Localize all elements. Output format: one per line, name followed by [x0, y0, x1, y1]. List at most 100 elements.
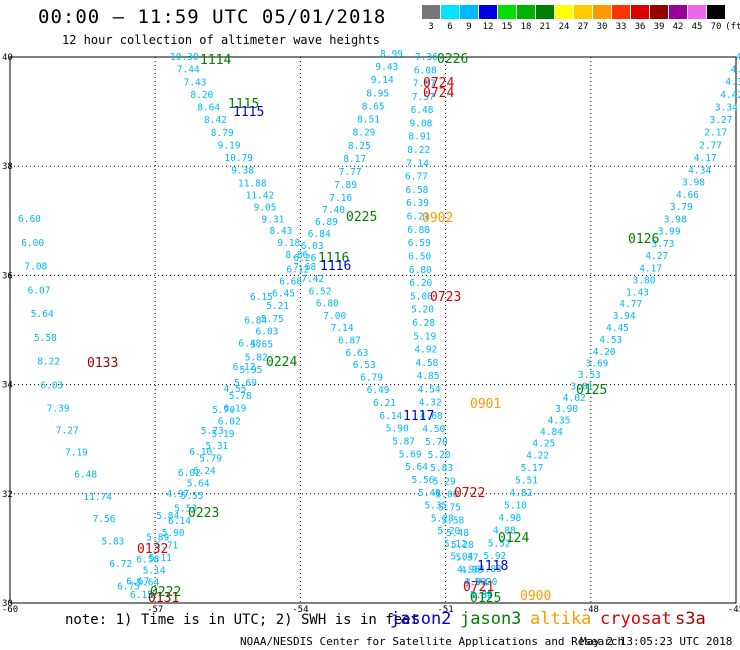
swh-value: 4.17 [694, 153, 717, 164]
swh-value: 4.02 [563, 393, 586, 404]
swh-value: 6.84 [244, 315, 267, 326]
colorbar-label: 42 [672, 22, 684, 32]
swh-value: 4.32 [419, 398, 442, 409]
colorbar-swatch [574, 5, 592, 19]
swh-value: 11.74 [83, 492, 112, 503]
pass-0133: 0133 [87, 356, 118, 371]
swh-value: 7.19 [65, 448, 88, 459]
lon-tick-label: -60 [2, 605, 18, 615]
map-subtitle: 12 hour collection of altimeter wave hei… [62, 33, 380, 47]
colorbar-label: 18 [520, 22, 532, 32]
swh-value: 6.03 [256, 327, 279, 338]
swh-value: 7.77 [339, 167, 362, 178]
pass-0722: 0722 [454, 486, 485, 501]
swh-value: 5.19 [212, 429, 235, 440]
pass-1118: 1118 [477, 559, 508, 574]
swh-value: 5.82 [245, 352, 268, 363]
swh-value: 6.20 [409, 278, 432, 289]
swh-value: 7.56 [93, 514, 116, 525]
swh-value: 4.97 [167, 489, 190, 500]
swh-value: 6.15 [250, 292, 273, 303]
swh-value: 5.51 [515, 476, 538, 487]
swh-value: 3.79 [670, 202, 693, 213]
swh-value: 4.50 [422, 424, 445, 435]
swh-value: 2.77 [699, 140, 722, 151]
swh-value: 6.72 [109, 559, 132, 570]
swh-value: 7.27 [56, 425, 79, 436]
swh-value: 5.75 [261, 314, 284, 325]
colorbar-label: 36 [634, 22, 646, 32]
swh-value: 4.98 [498, 513, 521, 524]
pass-0132: 0132 [137, 542, 168, 557]
pass-0225: 0225 [346, 210, 377, 225]
colorbar-label: 9 [466, 22, 472, 32]
swh-value: 5.20 [475, 577, 498, 588]
swh-value: 4.44 [731, 65, 740, 76]
swh-value: 4.77 [619, 299, 642, 310]
swh-value: 5.12 [444, 539, 467, 550]
lat-tick-label: 38 [2, 162, 13, 172]
swh-value: 8.22 [407, 145, 430, 156]
colorbar-label: 30 [596, 22, 608, 32]
swh-value: 8.43 [270, 226, 293, 237]
swh-value: 6.63 [346, 348, 369, 359]
colorbar-swatch [650, 5, 668, 19]
swh-value: 5.10 [504, 501, 527, 512]
swh-value: 4.54 [418, 384, 441, 395]
swh-value: 4.34 [725, 77, 740, 88]
pass-0124: 0124 [498, 531, 529, 546]
swh-value: 6.21 [407, 212, 430, 223]
lat-tick-label: 36 [2, 271, 13, 281]
swh-value: 6.45 [272, 289, 295, 300]
swh-value: 8.20 [190, 90, 213, 101]
swh-value: 5.78 [229, 391, 252, 402]
swh-value: 5.11 [149, 553, 172, 564]
swh-value: 6.80 [409, 265, 432, 276]
swh-value: 7.14 [331, 323, 354, 334]
pass-1117: 1117 [403, 409, 434, 424]
swh-value: 5.21 [266, 301, 289, 312]
colorbar-swatch [593, 5, 611, 19]
swh-value: 5.54 [470, 590, 493, 601]
swh-value: 4.58 [416, 358, 439, 369]
swh-value: 5.79 [199, 454, 222, 465]
swh-value: 5.90 [386, 424, 409, 435]
swh-value: 5.89 [146, 533, 169, 544]
swh-value: 4.98 [460, 565, 483, 576]
lon-tick-label: -45 [728, 605, 740, 615]
swh-value: 6.00 [21, 238, 44, 249]
swh-value: 3.90 [555, 404, 578, 415]
colorbar-swatch [460, 5, 478, 19]
swh-value: 4.53 [599, 335, 622, 346]
swh-value: 3.53 [578, 370, 601, 381]
legend-jason2: jason2 [390, 609, 452, 629]
swh-value: 4.42 [720, 90, 740, 101]
swh-value: 6.12 [286, 265, 309, 276]
pass-0900: 0900 [520, 589, 551, 604]
colorbar-label: 24 [558, 22, 570, 32]
pass-0222: 0222 [150, 585, 181, 600]
swh-value: 5.69 [399, 449, 422, 460]
swh-value: 4.85 [470, 590, 493, 601]
swh-value: 5.06 [436, 489, 459, 500]
pass-0721: 0721 [463, 580, 494, 595]
swh-value: 5.70 [425, 437, 448, 448]
swh-value: 6.77 [405, 172, 428, 183]
swh-value: 6.48 [74, 470, 97, 481]
swh-value: 7.57 [412, 92, 435, 103]
swh-value: 9.19 [218, 140, 241, 151]
swh-value: 6.48 [238, 339, 261, 350]
swh-value: 9.05 [254, 202, 277, 213]
swh-value: 6.49 [367, 385, 390, 396]
swh-value: 5.04 [450, 552, 473, 563]
swh-value: 4.96 [457, 565, 480, 576]
swh-value: 6.02 [178, 468, 201, 479]
swh-value: 6.84 [308, 229, 331, 240]
swh-value: 7.16 [329, 193, 352, 204]
swh-value: 6.14 [379, 411, 402, 422]
swh-value: 5.83 [430, 463, 453, 474]
swh-value: 6.02 [218, 416, 241, 427]
swh-value: 4.34 [688, 166, 711, 177]
swh-value: 7.39 [47, 403, 70, 414]
swh-value: 5.56 [412, 475, 435, 486]
